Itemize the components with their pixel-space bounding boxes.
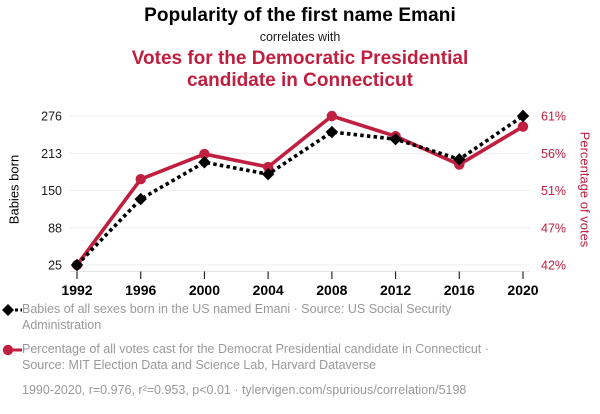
legend-item-votes: Percentage of all votes cast for the Dem… xyxy=(2,342,492,373)
left-axis-tick-label: 88 xyxy=(48,221,62,235)
right-axis-tick-label: 51% xyxy=(541,184,566,198)
red-circle-solid-icon xyxy=(2,344,22,355)
black-diamond-dashed-icon xyxy=(2,303,22,316)
left-axis-title: Babies born xyxy=(6,154,22,225)
data-point-babies xyxy=(325,125,339,139)
correlates-with-text: correlates with xyxy=(259,30,341,44)
right-axis-tick-label: 42% xyxy=(541,259,566,273)
data-point-babies xyxy=(453,153,466,166)
right-axis-tick-label: 56% xyxy=(541,147,566,161)
x-axis-tick-label: 2004 xyxy=(253,282,284,298)
data-point-votes xyxy=(262,161,274,173)
left-axis-tick-label: 276 xyxy=(41,110,62,124)
footer-attribution: 1990-2020, r=0.976, r²=0.953, p<0.01 · t… xyxy=(22,383,467,397)
data-point-votes xyxy=(326,110,338,122)
data-point-votes xyxy=(517,121,529,132)
x-axis-tick-label: 2008 xyxy=(316,282,347,298)
data-point-babies xyxy=(198,156,211,169)
right-axis-tick-label: 61% xyxy=(541,110,566,124)
data-point-babies xyxy=(134,192,147,206)
data-point-babies xyxy=(70,258,84,272)
left-axis-tick-label: 213 xyxy=(41,147,62,161)
x-axis-tick-label: 1996 xyxy=(125,282,156,298)
data-point-babies xyxy=(516,109,530,123)
x-axis-tick-label: 2016 xyxy=(444,282,475,298)
series-line-babies xyxy=(75,114,525,267)
data-point-babies xyxy=(261,167,275,181)
x-axis-tick-label: 2000 xyxy=(189,282,220,298)
right-axis-title: Percentage of votes xyxy=(577,131,593,248)
right-axis-tick-label: 47% xyxy=(541,221,566,235)
legend-item-babies: Babies of all sexes born in the US named… xyxy=(2,302,492,333)
data-point-votes xyxy=(135,173,146,185)
x-axis-tick-label: 2012 xyxy=(380,282,411,298)
chart-subtitle: Votes for the Democratic Presidential ca… xyxy=(131,48,469,91)
left-axis-tick-label: 150 xyxy=(41,184,62,198)
left-axis-tick-label: 25 xyxy=(48,259,62,273)
data-point-babies xyxy=(389,132,402,146)
x-axis-tick-label: 1992 xyxy=(61,282,92,298)
x-axis-tick-label: 2020 xyxy=(507,282,538,298)
legend-item-babies-label: Babies of all sexes born in the US named… xyxy=(22,302,452,332)
page-title: Popularity of the first name Emani xyxy=(144,5,456,26)
legend-item-votes-label: Percentage of all votes cast for the Dem… xyxy=(22,342,489,372)
series-line-votes xyxy=(75,114,524,267)
data-point-votes xyxy=(199,148,210,160)
